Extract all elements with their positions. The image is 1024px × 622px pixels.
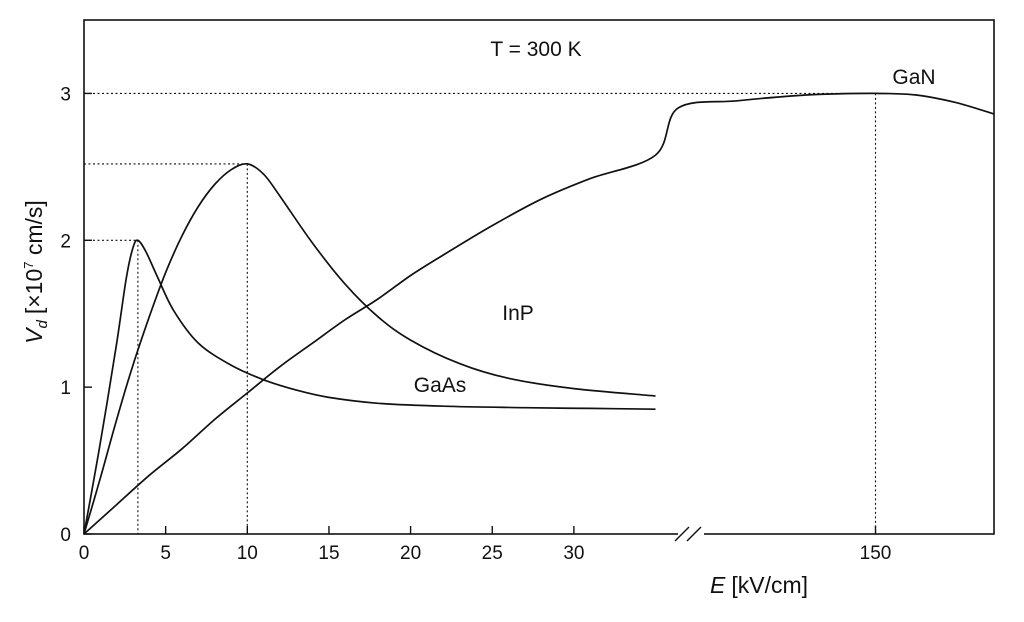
y-tick-label-1: 1 (60, 378, 71, 399)
curve-inp (83, 162, 656, 535)
x-axis-unit: [kV/cm] (731, 572, 808, 598)
series-label-inp: InP (502, 302, 534, 325)
x-tick-label-10: 10 (237, 543, 258, 564)
tick-marks (83, 92, 877, 535)
temperature-annotation: T = 300 K (490, 38, 581, 61)
reference-lines (84, 92, 877, 534)
series-curves (83, 92, 995, 535)
x-tick-label-20: 20 (400, 543, 421, 564)
x-axis-symbol: E (710, 572, 726, 598)
x-axis-break (674, 526, 704, 542)
x-tick-label-150: 150 (860, 543, 892, 564)
x-axis-label: E [kV/cm] (710, 572, 808, 598)
y-tick-label-0: 0 (60, 525, 71, 546)
x-tick-label-25: 25 (482, 543, 503, 564)
series-label-gaas: GaAs (414, 374, 467, 397)
y-axis-subscript: d (34, 319, 51, 328)
axis-break-slash-left (674, 526, 690, 542)
y-axis-symbol: V (21, 326, 47, 344)
x-tick-label-15: 15 (318, 543, 339, 564)
y-tick-label-3: 3 (60, 84, 71, 105)
x-tick-label-0: 0 (79, 543, 90, 564)
y-axis-label: Vd [×107 cm/s] (21, 200, 51, 344)
x-tick-label-5: 5 (160, 543, 171, 564)
x-tick-label-30: 30 (563, 543, 584, 564)
series-label-gan: GaN (892, 66, 935, 89)
plot-frame (83, 19, 995, 535)
tick-labels: 0 5 10 15 20 25 30 150 0 1 2 3 (60, 84, 891, 564)
y-axis-unit-prefix: [×10 (21, 269, 47, 314)
axis-break-slash-right (686, 526, 702, 542)
y-axis-unit-exponent: 7 (21, 262, 36, 269)
curve-gan (83, 92, 995, 535)
y-axis-unit-suffix: cm/s] (21, 200, 47, 261)
y-tick-label-2: 2 (60, 231, 71, 252)
curve-gaas (83, 239, 656, 535)
series-labels: GaAs InP GaN (414, 66, 936, 397)
